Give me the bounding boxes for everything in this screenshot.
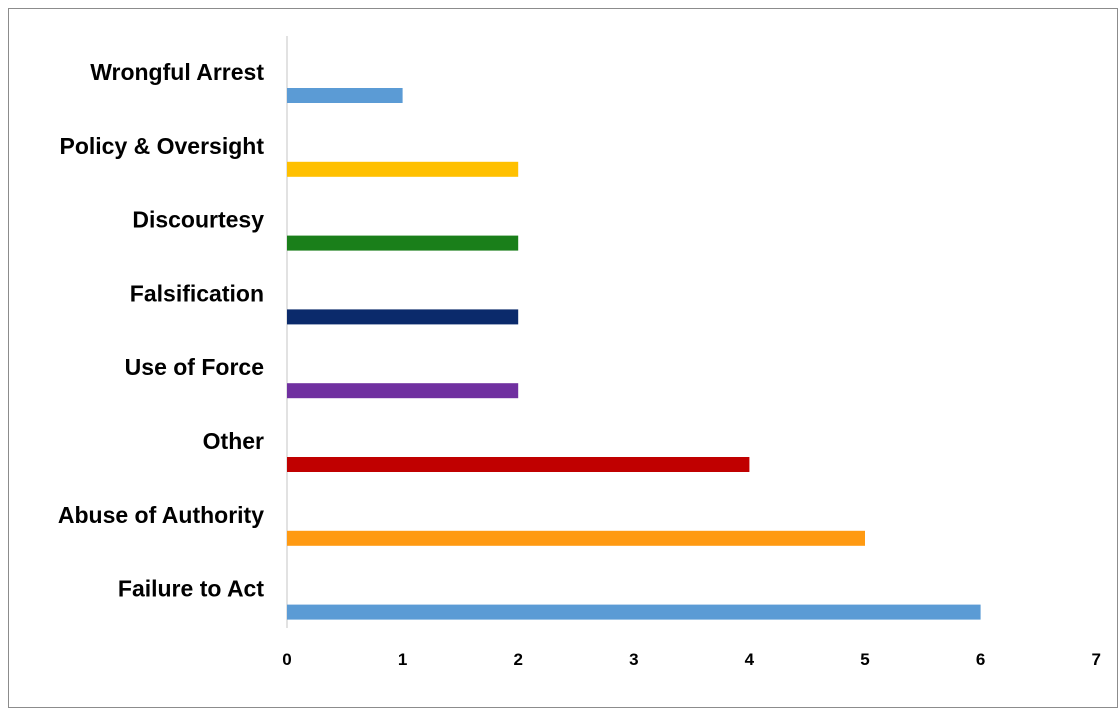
bar-falsification [287,309,519,325]
bar-policy-and-oversight [287,161,519,177]
category-label-failure-to-act: Failure to Act [118,576,264,602]
bar-other [287,457,750,472]
x-tick-label: 3 [629,650,638,669]
chart-frame [8,8,1118,708]
x-tick-label: 7 [1091,650,1100,669]
x-tick-label: 0 [282,650,291,669]
bar-discourtesy [287,235,519,251]
bar-failure-to-act [287,604,981,620]
x-tick-label: 6 [976,650,985,669]
bar-chart: Wrongful Arrest Policy & Oversight Discour… [58,36,1101,669]
category-label-policy-and-oversight: Policy & Oversight [59,133,264,159]
category-label-use-of-force: Use of Force [125,354,264,380]
category-label-abuse-of-authority: Abuse of Authority [58,502,264,528]
x-tick-label: 5 [860,650,869,669]
category-label-wrongful-arrest: Wrongful Arrest [90,59,264,85]
x-tick-label: 4 [745,650,755,669]
category-label-other: Other [203,428,264,454]
category-label-falsification: Falsification [130,280,264,306]
bar-abuse-of-authority [287,530,865,546]
bar-use-of-force [287,383,519,399]
x-tick-label: 2 [513,650,522,669]
x-tick-label: 1 [398,650,407,669]
category-label-discourtesy: Discourtesy [132,207,264,233]
bar-wrongful-arrest [287,88,403,103]
